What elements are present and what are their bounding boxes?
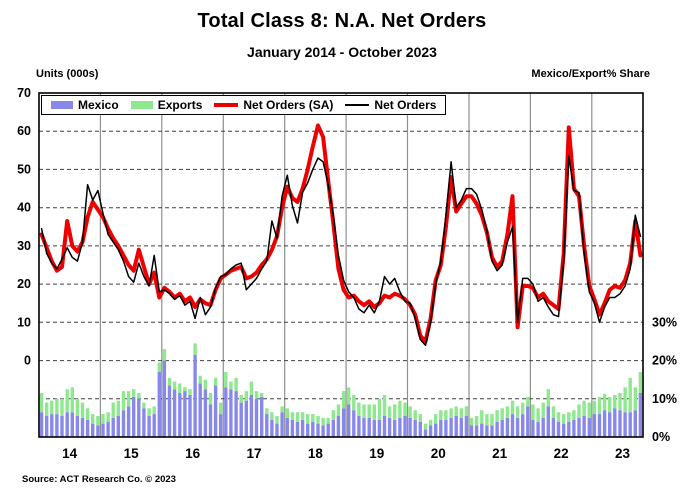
chart-title: Total Class 8: N.A. Net Orders — [197, 10, 487, 32]
svg-text:0: 0 — [24, 354, 31, 368]
svg-text:0%: 0% — [652, 430, 670, 444]
svg-text:10: 10 — [17, 315, 31, 329]
svg-text:20%: 20% — [652, 354, 677, 368]
svg-text:16: 16 — [185, 446, 201, 461]
legend-label: Net Orders (SA) — [243, 98, 334, 112]
svg-text:30%: 30% — [652, 315, 677, 329]
svg-text:30: 30 — [17, 239, 31, 253]
legend-swatch — [214, 103, 239, 107]
svg-text:15: 15 — [124, 446, 140, 461]
legend-label: Net Orders — [374, 98, 437, 112]
right-axis-header: Mexico/Export% Share — [531, 68, 650, 80]
legend-swatch — [345, 104, 370, 106]
legend-swatch — [51, 101, 73, 109]
svg-text:14: 14 — [62, 446, 78, 461]
legend-item-net-orders: Net Orders — [345, 98, 436, 112]
svg-text:17: 17 — [246, 446, 261, 461]
svg-text:18: 18 — [308, 446, 324, 461]
svg-text:23: 23 — [615, 446, 631, 461]
legend-label: Mexico — [78, 98, 119, 112]
legend-swatch — [130, 101, 153, 109]
svg-text:50: 50 — [17, 162, 31, 176]
svg-text:22: 22 — [554, 446, 569, 461]
svg-text:20: 20 — [431, 446, 446, 461]
svg-text:21: 21 — [492, 446, 508, 461]
svg-text:10%: 10% — [652, 392, 677, 406]
svg-text:60: 60 — [17, 124, 31, 138]
chart-subtitle: January 2014 - October 2023 — [247, 44, 437, 60]
legend-item-exports: Exports — [130, 98, 203, 112]
svg-text:40: 40 — [17, 201, 31, 215]
left-axis-header: Units (000s) — [36, 68, 99, 80]
svg-text:70: 70 — [17, 86, 31, 100]
legend-item-mexico: Mexico — [51, 98, 119, 112]
legend-item-net-orders-sa: Net Orders (SA) — [214, 98, 333, 112]
svg-text:19: 19 — [369, 446, 384, 461]
legend-label: Exports — [157, 98, 203, 112]
chart-legend: Mexico Exports Net Orders (SA) Net Orders — [41, 95, 447, 115]
svg-text:20: 20 — [17, 277, 31, 291]
source-note: Source: ACT Research Co. © 2023 — [22, 474, 176, 485]
